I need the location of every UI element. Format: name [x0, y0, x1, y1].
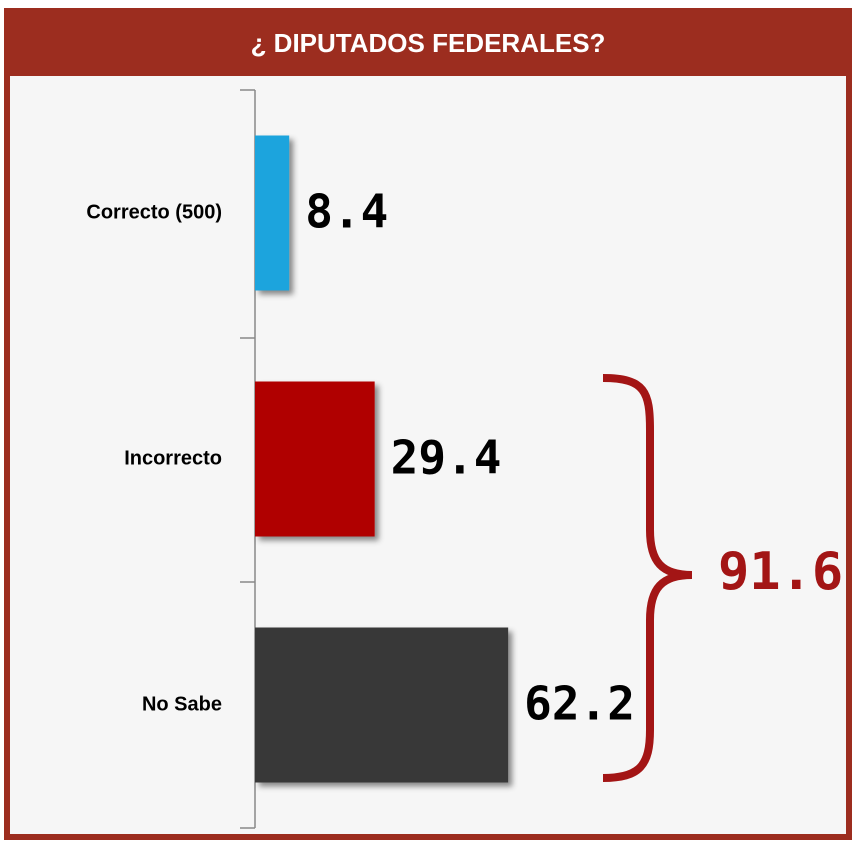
category-label: No Sabe [142, 693, 222, 715]
category-label: Incorrecto [124, 447, 222, 469]
chart-title: ¿ DIPUTADOS FEDERALES? [251, 28, 606, 58]
brace [602, 374, 693, 782]
annotation: 91.6 [718, 542, 843, 602]
bar [255, 381, 375, 537]
bar [255, 627, 509, 783]
data-label: 29.4 [391, 431, 502, 485]
category-label: Correcto (500) [86, 201, 222, 223]
data-label: 62.2 [524, 677, 635, 731]
bar [255, 135, 290, 291]
data-label: 8.4 [305, 185, 388, 239]
